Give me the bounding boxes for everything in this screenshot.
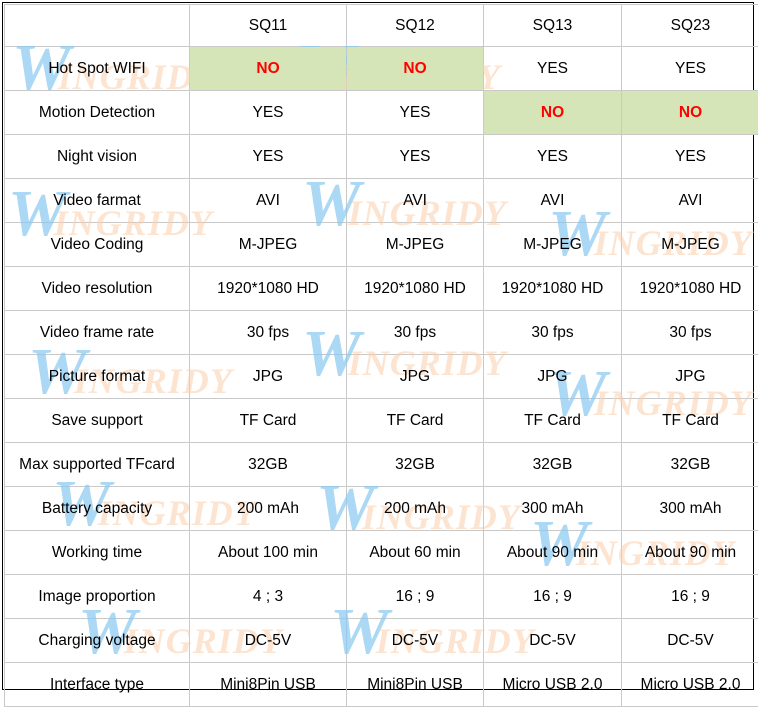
spec-table: SQ11 SQ12 SQ13 SQ23 Hot Spot WIFI NO NO …	[4, 4, 758, 707]
table-cell: 200 mAh	[190, 487, 347, 531]
table-cell: Mini8Pin USB	[347, 663, 484, 707]
header-row: SQ11 SQ12 SQ13 SQ23	[5, 5, 758, 47]
table-row: Image proportion 4 ; 3 16 ; 9 16 ; 9 16 …	[5, 575, 758, 619]
table-cell: 32GB	[347, 443, 484, 487]
table-cell: 1920*1080 HD	[484, 267, 622, 311]
row-label: Motion Detection	[5, 91, 190, 135]
table-cell: 30 fps	[622, 311, 758, 355]
table-row: Charging voltage DC-5V DC-5V DC-5V DC-5V	[5, 619, 758, 663]
table-cell: JPG	[347, 355, 484, 399]
table-cell: M-JPEG	[622, 223, 758, 267]
row-label: Picture format	[5, 355, 190, 399]
row-label: Save support	[5, 399, 190, 443]
table-cell: DC-5V	[190, 619, 347, 663]
table-cell: 16 ; 9	[347, 575, 484, 619]
header-sq23: SQ23	[622, 5, 758, 47]
row-label: Video farmat	[5, 179, 190, 223]
header-sq11: SQ11	[190, 5, 347, 47]
table-cell: TF Card	[190, 399, 347, 443]
table-cell: YES	[622, 47, 758, 91]
table-cell: JPG	[190, 355, 347, 399]
row-label: Video resolution	[5, 267, 190, 311]
table-row: Hot Spot WIFI NO NO YES YES	[5, 47, 758, 91]
row-label: Working time	[5, 531, 190, 575]
row-label: Night vision	[5, 135, 190, 179]
table-cell: 32GB	[484, 443, 622, 487]
table-row: Interface type Mini8Pin USB Mini8Pin USB…	[5, 663, 758, 707]
row-label: Charging voltage	[5, 619, 190, 663]
table-cell: NO	[484, 91, 622, 135]
table-cell: YES	[622, 135, 758, 179]
table-cell: NO	[347, 47, 484, 91]
table-cell: About 60 min	[347, 531, 484, 575]
table-cell: 32GB	[622, 443, 758, 487]
table-cell: DC-5V	[622, 619, 758, 663]
table-cell: M-JPEG	[484, 223, 622, 267]
table-cell: 30 fps	[347, 311, 484, 355]
table-cell: M-JPEG	[190, 223, 347, 267]
table-row: Working time About 100 min About 60 min …	[5, 531, 758, 575]
table-cell: 30 fps	[484, 311, 622, 355]
table-cell: DC-5V	[484, 619, 622, 663]
table-cell: DC-5V	[347, 619, 484, 663]
table-cell: YES	[484, 135, 622, 179]
table-cell: 1920*1080 HD	[622, 267, 758, 311]
table-row: Night vision YES YES YES YES	[5, 135, 758, 179]
table-cell: About 90 min	[484, 531, 622, 575]
table-cell: Micro USB 2.0	[484, 663, 622, 707]
header-sq13: SQ13	[484, 5, 622, 47]
table-cell: JPG	[484, 355, 622, 399]
table-cell: Micro USB 2.0	[622, 663, 758, 707]
table-row: Video Coding M-JPEG M-JPEG M-JPEG M-JPEG	[5, 223, 758, 267]
table-cell: TF Card	[484, 399, 622, 443]
table-cell: 1920*1080 HD	[347, 267, 484, 311]
table-cell: AVI	[484, 179, 622, 223]
row-label: Video frame rate	[5, 311, 190, 355]
table-cell: 300 mAh	[622, 487, 758, 531]
table-cell: TF Card	[347, 399, 484, 443]
header-sq12: SQ12	[347, 5, 484, 47]
table-cell: 4 ; 3	[190, 575, 347, 619]
table-cell: 200 mAh	[347, 487, 484, 531]
row-label: Hot Spot WIFI	[5, 47, 190, 91]
table-cell: JPG	[622, 355, 758, 399]
table-row: Picture format JPG JPG JPG JPG	[5, 355, 758, 399]
table-cell: Mini8Pin USB	[190, 663, 347, 707]
table-cell: 16 ; 9	[484, 575, 622, 619]
table-cell: YES	[190, 135, 347, 179]
row-label: Image proportion	[5, 575, 190, 619]
table-cell: 16 ; 9	[622, 575, 758, 619]
table-cell: YES	[347, 135, 484, 179]
table-row: Motion Detection YES YES NO NO	[5, 91, 758, 135]
table-cell: AVI	[190, 179, 347, 223]
table-cell: YES	[347, 91, 484, 135]
table-cell: 300 mAh	[484, 487, 622, 531]
table-row: Video farmat AVI AVI AVI AVI	[5, 179, 758, 223]
table-row: Video frame rate 30 fps 30 fps 30 fps 30…	[5, 311, 758, 355]
table-cell: YES	[190, 91, 347, 135]
table-cell: About 90 min	[622, 531, 758, 575]
table-row: Video resolution 1920*1080 HD 1920*1080 …	[5, 267, 758, 311]
table-cell: NO	[622, 91, 758, 135]
table-cell: AVI	[347, 179, 484, 223]
row-label: Video Coding	[5, 223, 190, 267]
table-row: Battery capacity 200 mAh 200 mAh 300 mAh…	[5, 487, 758, 531]
table-cell: YES	[484, 47, 622, 91]
table-row: Save support TF Card TF Card TF Card TF …	[5, 399, 758, 443]
table-cell: TF Card	[622, 399, 758, 443]
table-cell: About 100 min	[190, 531, 347, 575]
header-blank	[5, 5, 190, 47]
table-cell: 32GB	[190, 443, 347, 487]
table-row: Max supported TFcard 32GB 32GB 32GB 32GB	[5, 443, 758, 487]
table-cell: NO	[190, 47, 347, 91]
table-cell: AVI	[622, 179, 758, 223]
row-label: Battery capacity	[5, 487, 190, 531]
row-label: Interface type	[5, 663, 190, 707]
row-label: Max supported TFcard	[5, 443, 190, 487]
table-cell: M-JPEG	[347, 223, 484, 267]
table-cell: 1920*1080 HD	[190, 267, 347, 311]
table-cell: 30 fps	[190, 311, 347, 355]
